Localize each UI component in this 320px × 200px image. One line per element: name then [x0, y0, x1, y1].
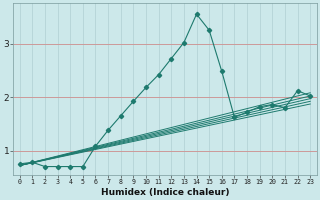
X-axis label: Humidex (Indice chaleur): Humidex (Indice chaleur) [101, 188, 229, 197]
